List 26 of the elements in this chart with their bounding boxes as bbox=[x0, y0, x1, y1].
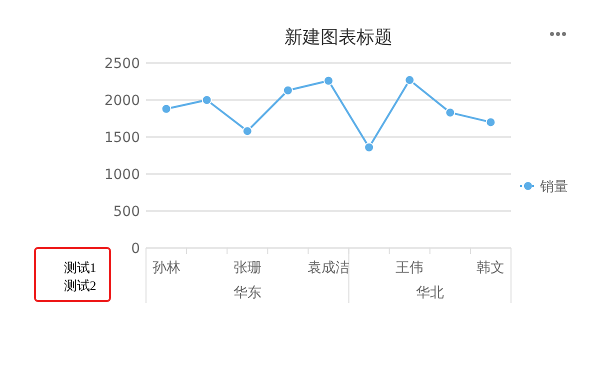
x-tick-label: 王伟 bbox=[396, 260, 424, 276]
chart-title: 新建图表标题 bbox=[284, 27, 392, 48]
x-tick-label: 韩文 bbox=[476, 260, 505, 276]
x-tick-label: 袁成洁 bbox=[308, 260, 350, 276]
y-tick-label: 2500 bbox=[104, 56, 140, 72]
point bbox=[324, 76, 334, 86]
point bbox=[202, 95, 212, 105]
point bbox=[242, 126, 252, 136]
x-tick-label: 孙林 bbox=[152, 260, 180, 276]
y-tick-label: 500 bbox=[113, 204, 140, 220]
point bbox=[282, 85, 293, 96]
text: 测试1 bbox=[64, 260, 96, 275]
text: 华北 bbox=[416, 285, 444, 301]
y-tick-label: 0 bbox=[131, 240, 140, 257]
x-tick-label: 张珊 bbox=[233, 260, 262, 276]
y-tick-label: 1500 bbox=[104, 130, 140, 146]
y-tick-label: 2000 bbox=[104, 92, 140, 109]
y-tick-label: 1000 bbox=[104, 166, 140, 183]
text: 测试2 bbox=[64, 278, 96, 293]
point bbox=[404, 75, 415, 86]
legend-label: 销量 bbox=[539, 178, 568, 195]
point bbox=[364, 142, 374, 152]
point bbox=[161, 104, 172, 114]
text: 华东 bbox=[233, 285, 262, 301]
point bbox=[445, 108, 456, 118]
point bbox=[486, 117, 496, 128]
